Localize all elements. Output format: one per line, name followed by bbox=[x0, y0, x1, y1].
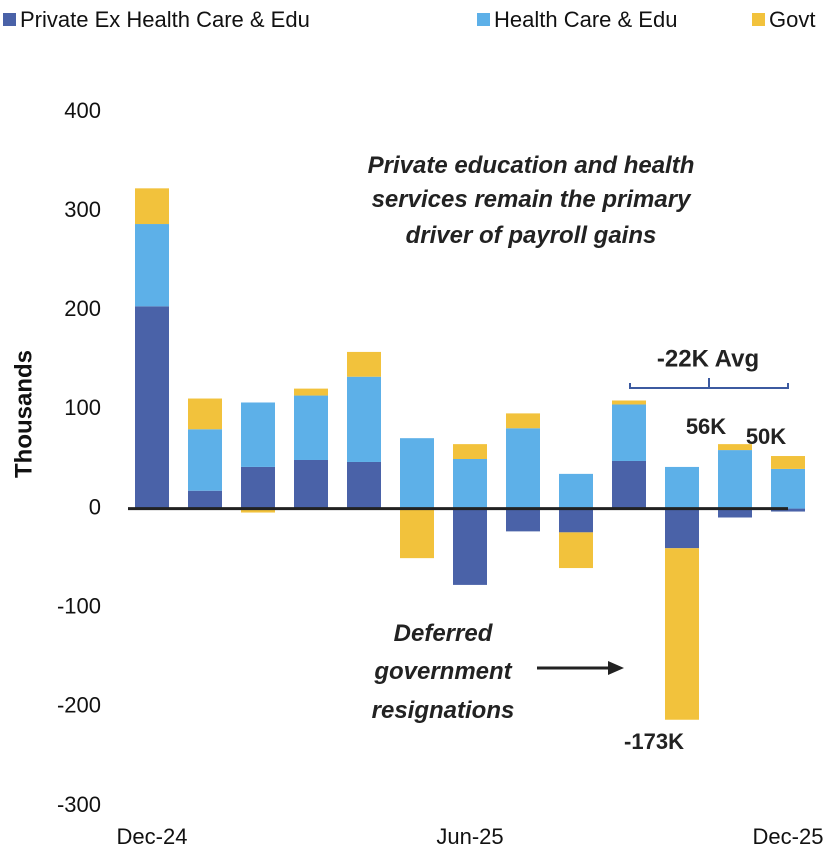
bar-segment bbox=[612, 400, 646, 405]
value-label: 56K bbox=[686, 414, 726, 439]
bar-segment bbox=[241, 466, 275, 509]
bar-segment bbox=[506, 413, 540, 429]
legend-label: Health Care & Edu bbox=[494, 7, 677, 32]
y-tick-label: 100 bbox=[64, 395, 101, 420]
bar-segment bbox=[135, 224, 169, 307]
bar-segment bbox=[506, 508, 540, 532]
bar-segment bbox=[347, 376, 381, 462]
bracket bbox=[629, 378, 789, 389]
y-tick-label: 400 bbox=[64, 98, 101, 123]
value-label: -173K bbox=[624, 729, 684, 754]
legend-label: Private Ex Health Care & Edu bbox=[20, 7, 310, 32]
y-tick-label: -300 bbox=[57, 792, 101, 817]
annotation-line: government bbox=[373, 658, 512, 685]
x-tick-label: Dec-24 bbox=[117, 824, 188, 849]
bar-segment bbox=[718, 444, 752, 451]
bar-segment bbox=[665, 508, 699, 549]
bar-segment bbox=[188, 429, 222, 491]
bar-segment bbox=[771, 468, 805, 509]
bar-segment bbox=[665, 548, 699, 720]
bar-segment bbox=[188, 398, 222, 430]
annotation-line: Private education and health bbox=[368, 152, 695, 179]
legend-swatch bbox=[477, 13, 490, 26]
bar-segment bbox=[135, 188, 169, 225]
bar-segment bbox=[559, 508, 593, 533]
bar-segment bbox=[453, 459, 487, 509]
bar-segment bbox=[559, 473, 593, 509]
bar-segment bbox=[453, 444, 487, 459]
bar-segment bbox=[188, 490, 222, 509]
y-tick-label: 0 bbox=[89, 494, 101, 519]
bar-segment bbox=[400, 438, 434, 509]
bar-segment bbox=[559, 532, 593, 569]
bar-segment bbox=[453, 508, 487, 585]
y-tick-label: -100 bbox=[57, 594, 101, 619]
bar-segment bbox=[771, 456, 805, 469]
bar-segment bbox=[665, 466, 699, 509]
y-tick-label: -200 bbox=[57, 693, 101, 718]
bar-segment bbox=[400, 508, 434, 559]
legend-swatch bbox=[3, 13, 16, 26]
bar-segment bbox=[347, 351, 381, 377]
annotation: Deferred government resignations bbox=[372, 620, 515, 724]
annotation-line: driver of payroll gains bbox=[406, 222, 657, 249]
plot: -300 -200 -100 0 100 200 300 400 Thousands Dec-24… bbox=[3, 7, 823, 849]
value-label: 50K bbox=[746, 424, 786, 449]
bar-segment bbox=[294, 388, 328, 396]
bar-segment bbox=[241, 508, 275, 513]
y-axis-label: Thousands bbox=[10, 350, 37, 478]
bar-segment bbox=[241, 402, 275, 467]
bar-segment bbox=[294, 395, 328, 460]
bar-segment bbox=[718, 508, 752, 518]
annotation-line: Deferred bbox=[394, 620, 494, 647]
y-tick-label: 300 bbox=[64, 197, 101, 222]
annotation-line: services remain the primary bbox=[372, 186, 692, 213]
bar-segment bbox=[506, 428, 540, 509]
legend-swatch bbox=[752, 13, 765, 26]
annotation: -22K Avg bbox=[657, 345, 759, 372]
x-tick-label: Jun-25 bbox=[436, 824, 503, 849]
annotation: Private education and health services rem… bbox=[368, 152, 695, 249]
bar-segment bbox=[347, 461, 381, 509]
x-tick-label: Dec-25 bbox=[753, 824, 824, 849]
bar-segment bbox=[612, 404, 646, 461]
y-tick-label: 200 bbox=[64, 296, 101, 321]
bar-segment bbox=[612, 460, 646, 509]
arrow-head bbox=[608, 661, 624, 675]
annotation-line: resignations bbox=[372, 697, 515, 724]
bar-segment bbox=[718, 450, 752, 509]
bar-segment bbox=[135, 306, 169, 509]
legend-label: Govt bbox=[769, 7, 815, 32]
bar-segment bbox=[294, 459, 328, 509]
